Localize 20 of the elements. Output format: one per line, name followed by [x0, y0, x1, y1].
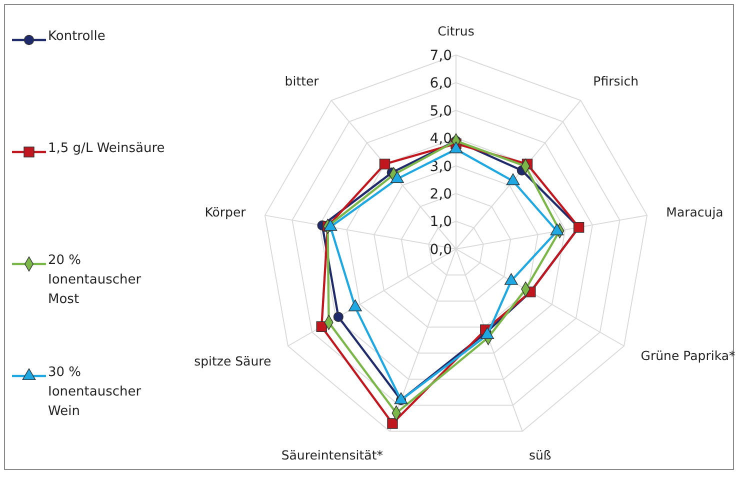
- y-tick-label: 7,0: [430, 48, 452, 64]
- legend-label: 30 % Ionentauscher Wein: [48, 365, 142, 419]
- legend-label: Kontrolle: [48, 29, 106, 44]
- spoke-label: Citrus: [438, 24, 474, 39]
- spoke-label: Pfirsich: [593, 74, 639, 89]
- y-tick-label: 1,0: [430, 214, 452, 230]
- spoke-label: spitze Säure: [194, 354, 272, 369]
- y-tick-label: 4,0: [430, 131, 452, 148]
- y-tick-label: 2,0: [430, 186, 452, 202]
- y-tick-label: 5,0: [430, 103, 452, 120]
- y-tick-label: 0,0: [430, 242, 452, 258]
- spoke-label: Grüne Paprika*: [640, 348, 736, 364]
- spoke-label: süß: [528, 448, 552, 463]
- spoke-label: Maracuja: [666, 204, 724, 220]
- spoke-label: Körper: [204, 204, 247, 220]
- spoke-label: bitter: [284, 74, 320, 89]
- y-tick-label: 6,0: [430, 76, 452, 92]
- legend-label: 1,5 g/L Weinsäure: [48, 141, 165, 156]
- legend-label: 20 % Ionentauscher Most: [48, 253, 142, 307]
- spoke-label: Säureintensität*: [281, 448, 384, 463]
